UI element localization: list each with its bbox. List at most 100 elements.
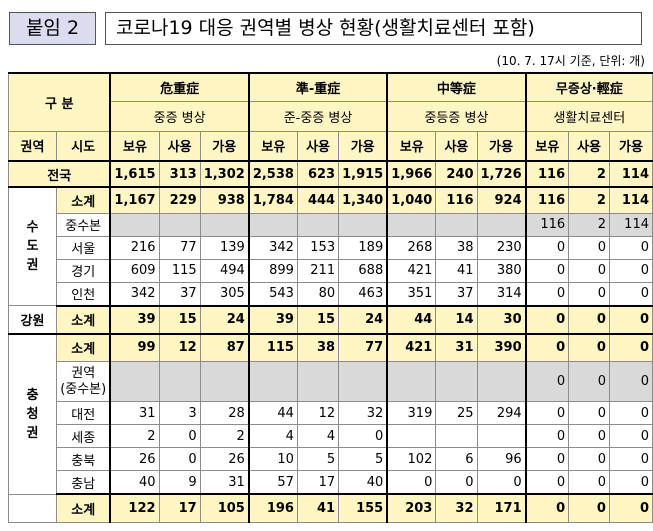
cell: 543 (247, 281, 298, 307)
center-label: 중수본 (55, 212, 111, 237)
cell: 0 (568, 493, 610, 523)
cell: 0 (158, 424, 201, 448)
region-header: 권역 (8, 130, 57, 162)
cell: 463 (338, 281, 388, 307)
cell: 0 (608, 401, 653, 425)
cell: 4 (247, 424, 298, 448)
cell: 0 (568, 305, 610, 335)
cell: 114 (608, 212, 653, 237)
cell: 12 (158, 333, 201, 362)
cell: 9 (158, 470, 201, 495)
cell: 17 (158, 493, 201, 523)
subtotal-label: 소계 (55, 333, 111, 362)
cell: 114 (608, 186, 653, 214)
cell: 0 (524, 447, 570, 471)
region-sudo: 수도권 (8, 186, 57, 306)
cell: 0 (524, 470, 570, 495)
cell: 351 (386, 281, 437, 307)
cell: 899 (247, 258, 298, 283)
cell: 139 (199, 235, 250, 260)
cell: 96 (476, 447, 527, 471)
empty-cell (247, 212, 298, 237)
cell: 189 (338, 235, 388, 260)
group-mild-sub: 생활치료센터 (524, 100, 653, 132)
cell: 2 (109, 424, 160, 448)
cell: 216 (109, 235, 160, 260)
cell: 0 (524, 401, 570, 425)
cell: 0 (608, 361, 653, 402)
cell: 122 (109, 493, 160, 523)
cell: 0 (608, 235, 653, 260)
cell: 17 (296, 470, 340, 495)
cell: 24 (199, 305, 250, 335)
cell: 105 (199, 493, 250, 523)
cell: 1,615 (109, 160, 160, 188)
cell: 6 (435, 447, 478, 471)
cell: 41 (435, 258, 478, 283)
cell: 37 (435, 281, 478, 307)
group-moderate-sub: 중등증 병상 (386, 100, 527, 132)
col-header: 사용 (296, 130, 340, 162)
cell: 57 (247, 470, 298, 495)
cell: 1,040 (386, 186, 437, 214)
cell: 1,726 (476, 160, 527, 188)
cell: 10 (247, 447, 298, 471)
cell: 229 (158, 186, 201, 214)
cell: 0 (524, 361, 570, 402)
empty-cell (296, 361, 340, 402)
col-header: 사용 (435, 130, 478, 162)
cell: 38 (435, 235, 478, 260)
col-header: 보유 (247, 130, 298, 162)
group-moderate-header: 中等症 (386, 72, 527, 102)
cell: 1,784 (247, 186, 298, 214)
empty-cell (109, 361, 160, 402)
cell: 0 (608, 281, 653, 307)
cell: 1,302 (199, 160, 250, 188)
cell (476, 424, 527, 448)
cell: 37 (158, 281, 201, 307)
cell: 155 (338, 493, 388, 523)
cell: 24 (338, 305, 388, 335)
cell: 153 (296, 235, 340, 260)
cell: 31 (109, 401, 160, 425)
group-critical-sub: 중증 병상 (109, 100, 250, 132)
cell: 77 (158, 235, 201, 260)
empty-cell (338, 212, 388, 237)
empty-cell (199, 212, 250, 237)
cell: 5 (338, 447, 388, 471)
national-row: 전국 1,615 313 1,302 2,538 623 1,915 1,966… (8, 160, 653, 188)
cell: 0 (608, 447, 653, 471)
cell: 0 (338, 424, 388, 448)
cell: 0 (608, 333, 653, 362)
cell: 924 (476, 186, 527, 214)
center-label-line1: 권역 (71, 365, 96, 381)
cell: 211 (296, 258, 340, 283)
cell: 0 (568, 281, 610, 307)
cell: 494 (199, 258, 250, 283)
cell: 0 (158, 447, 201, 471)
empty-cell (476, 212, 527, 237)
cell: 4 (296, 424, 340, 448)
cell: 0 (435, 470, 478, 495)
cell: 0 (386, 470, 437, 495)
bed-status-table: 구 분 危重症 準-重症 中等症 무증상·輕症 중증 병상 준-중증 병상 중등… (8, 72, 653, 523)
cell (386, 424, 437, 448)
cell: 421 (386, 258, 437, 283)
cell: 40 (109, 470, 160, 495)
group-critical-header: 危重症 (109, 72, 250, 102)
cell: 1,915 (338, 160, 388, 188)
cell: 2,538 (247, 160, 298, 188)
document-title: 코로나19 대응 권역별 병상 현황(생활치료센터 포함) (105, 12, 642, 45)
cell: 390 (476, 333, 527, 362)
cell: 688 (338, 258, 388, 283)
cell: 12 (296, 401, 340, 425)
cell: 15 (296, 305, 340, 335)
cell: 2 (568, 212, 610, 237)
cell: 0 (524, 424, 570, 448)
cell: 25 (435, 401, 478, 425)
